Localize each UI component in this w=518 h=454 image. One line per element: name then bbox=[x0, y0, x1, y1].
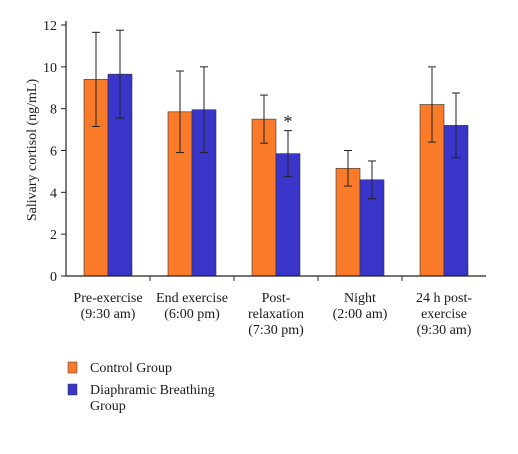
category-labels: Pre-exercise (9:30 am) End exercise (6:00 p… bbox=[73, 291, 472, 338]
bars-layer bbox=[83, 73, 469, 277]
y-tick-label-2: 4 bbox=[50, 186, 57, 201]
y-tick-labels: 0 2 4 6 8 10 12 bbox=[43, 19, 57, 285]
y-axis-title: Salivary cortisol (ng/mL) bbox=[25, 79, 40, 222]
y-tick-label-0: 0 bbox=[50, 270, 57, 285]
category-label-2: Post-relaxation (7:30 pm) bbox=[248, 291, 304, 338]
legend-swatch-1 bbox=[67, 383, 78, 396]
y-tick-label-6: 12 bbox=[43, 19, 57, 34]
y-tick-label-1: 2 bbox=[50, 228, 57, 243]
error-bars-layer bbox=[92, 29, 460, 200]
category-label-3: Night (2:00 am) bbox=[333, 291, 388, 322]
y-tick-label-3: 6 bbox=[50, 145, 57, 160]
category-label-1: End exercise (6:00 pm) bbox=[156, 291, 228, 322]
y-tick-label-4: 8 bbox=[50, 103, 57, 118]
annotations-layer: * bbox=[284, 112, 293, 132]
legend: Control Group Diaphramic Breathing Group bbox=[67, 361, 215, 414]
legend-label-0: Control Group bbox=[90, 361, 172, 376]
y-tick-label-5: 10 bbox=[43, 61, 57, 76]
legend-swatch-0 bbox=[67, 361, 78, 374]
significance-marker-0: * bbox=[284, 112, 293, 132]
category-label-4: 24 h post-exercise (9:30 am) bbox=[416, 291, 472, 338]
axes-layer bbox=[61, 21, 486, 281]
legend-label-1: Diaphramic Breathing Group bbox=[90, 383, 215, 414]
category-label-0: Pre-exercise (9:30 am) bbox=[73, 291, 142, 322]
